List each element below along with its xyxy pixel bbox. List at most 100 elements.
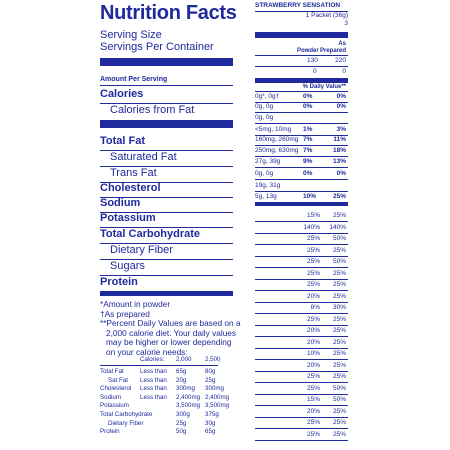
- dv-table-cell: Less than: [140, 368, 167, 375]
- nutrient-label: Dietary Fiber: [110, 244, 173, 256]
- pct-powder: 15%: [306, 212, 320, 219]
- calories-from-fat-powder: 0: [313, 68, 317, 75]
- amount-value: 0g, 0g: [255, 170, 274, 177]
- dv-table-cell: Potassium: [100, 402, 129, 410]
- pct-powder: 25%: [306, 430, 320, 438]
- divider: [255, 135, 348, 136]
- vitamin-row: 25% 25%: [255, 419, 348, 427]
- amount-value: 160mg, 260mg: [255, 136, 299, 143]
- divider: [255, 91, 348, 92]
- vitamin-row: 20% 25%: [255, 362, 348, 370]
- divider: [100, 120, 233, 128]
- nutrient-label: Calories: [100, 88, 144, 100]
- vitamin-row: 15% 25%: [255, 212, 348, 220]
- divider: [255, 382, 348, 383]
- amount-row: <5mg, 10mg 1% 3%: [255, 126, 348, 134]
- amount-value: 0g, 0g: [255, 103, 274, 110]
- vitamin-row: 25% 25%: [255, 431, 348, 439]
- vitamin-row: 25% 25%: [255, 281, 348, 289]
- amount-row: 5g, 13g 10% 25%: [255, 193, 348, 201]
- divider: [255, 102, 348, 103]
- nutrient-label: Calories from Fat: [110, 104, 195, 116]
- pct-powder: 9%: [303, 158, 313, 165]
- divider: [255, 112, 348, 113]
- amount-row: 160mg, 260mg 7% 11%: [255, 136, 348, 144]
- divider: [255, 156, 348, 157]
- divider: [255, 55, 348, 56]
- amount-per-serving-label: Amount Per Serving: [100, 76, 168, 83]
- amount-value: 0g, 0g: [255, 114, 274, 121]
- dv-table-cell: 300g: [176, 411, 190, 418]
- dv-table-cell: 50g: [176, 428, 187, 436]
- dv-table-cell: Less than: [140, 376, 167, 384]
- dv-table-cell: Less than: [140, 393, 167, 401]
- nutrient-label: Trans Fat: [110, 167, 157, 179]
- nutrient-label: Sodium: [100, 197, 141, 209]
- vitamin-row: 20% 25%: [255, 339, 348, 347]
- divider: [255, 179, 348, 180]
- pct-powder: 20%: [306, 407, 320, 415]
- serving-size-label: Serving Size: [100, 29, 162, 41]
- vitamin-row: 8% 30%: [255, 304, 348, 312]
- pct-powder: 140%: [303, 223, 320, 231]
- divider: [100, 243, 233, 244]
- thick-divider: [255, 78, 348, 83]
- dv-table-cell: 300mg: [176, 385, 195, 393]
- divider: [100, 182, 233, 183]
- amount-value: 27g, 39g: [255, 158, 281, 165]
- divider: [255, 167, 348, 168]
- vitamin-row: 25% 50%: [255, 235, 348, 243]
- vitamin-row: 25% 25%: [255, 270, 348, 278]
- pct-prepared: 25%: [332, 281, 346, 288]
- pct-prepared: 25%: [332, 407, 346, 415]
- dv-table-cell: Total Fat: [100, 368, 124, 375]
- vitamin-row: 25% 25%: [255, 247, 348, 255]
- pct-prepared: 18%: [332, 147, 346, 154]
- pct-powder: 10%: [303, 193, 317, 200]
- pct-powder: 0%: [303, 170, 313, 177]
- pct-powder: 25%: [306, 269, 320, 277]
- nutrition-label-left: Nutrition Facts Serving Size Servings Pe…: [100, 0, 241, 450]
- amount-value: <5mg, 10mg: [255, 126, 292, 133]
- pct-prepared: 25%: [332, 315, 346, 323]
- dv-table-cell: Cholesterol: [100, 385, 132, 393]
- pct-prepared: 25%: [332, 193, 346, 200]
- pct-powder: 25%: [306, 419, 320, 426]
- divider: [255, 439, 348, 441]
- divider: [255, 66, 348, 67]
- nutrient-label: Potassium: [100, 212, 156, 224]
- divider: [255, 301, 348, 303]
- footnote-line: **Percent Daily Values are based on a: [100, 318, 241, 328]
- vitamin-row: 140% 140%: [255, 224, 348, 232]
- dv-table-cell: 2,400mg: [205, 393, 230, 401]
- dv-table-cell: 375g: [205, 411, 219, 418]
- pct-prepared: 0%: [336, 93, 346, 100]
- amount-row: 27g, 39g 9% 13%: [255, 158, 348, 166]
- vitamin-row: 15% 50%: [255, 396, 348, 404]
- pct-powder: 25%: [306, 373, 320, 380]
- amount-row: 250mg, 630mg 7% 18%: [255, 147, 348, 155]
- divider: [255, 405, 348, 406]
- amount-row: 0g, 0g 0% 0%: [255, 170, 348, 178]
- col-powder: Powder: [297, 48, 319, 54]
- pct-prepared: 25%: [332, 430, 346, 438]
- pct-powder: 20%: [306, 292, 320, 300]
- pct-prepared: 25%: [332, 373, 346, 380]
- dv-table-cell: Sat Fat: [108, 376, 128, 384]
- divider: [100, 275, 233, 276]
- divider: [255, 202, 348, 206]
- nutrition-label-right: STRAWBERRY SENSATION 1 Packet (36g) 3 As…: [255, 0, 348, 450]
- dv-table-cell: 80g: [205, 368, 216, 375]
- amount-value: 5g, 13g: [255, 193, 277, 200]
- product-name: STRAWBERRY SENSATION: [255, 2, 341, 9]
- divider: [100, 227, 233, 228]
- pct-powder: 25%: [306, 384, 320, 392]
- divider: [255, 145, 348, 146]
- nutrient-label: Total Fat: [100, 135, 146, 147]
- amount-row: 0g*, 0g† 0% 0%: [255, 93, 348, 101]
- dv-table-cell: Protein: [100, 428, 120, 436]
- amount-value: 0g*, 0g†: [255, 93, 280, 100]
- pct-powder: 25%: [306, 281, 320, 288]
- pct-prepared: 25%: [332, 269, 346, 277]
- pct-powder: 7%: [303, 136, 313, 143]
